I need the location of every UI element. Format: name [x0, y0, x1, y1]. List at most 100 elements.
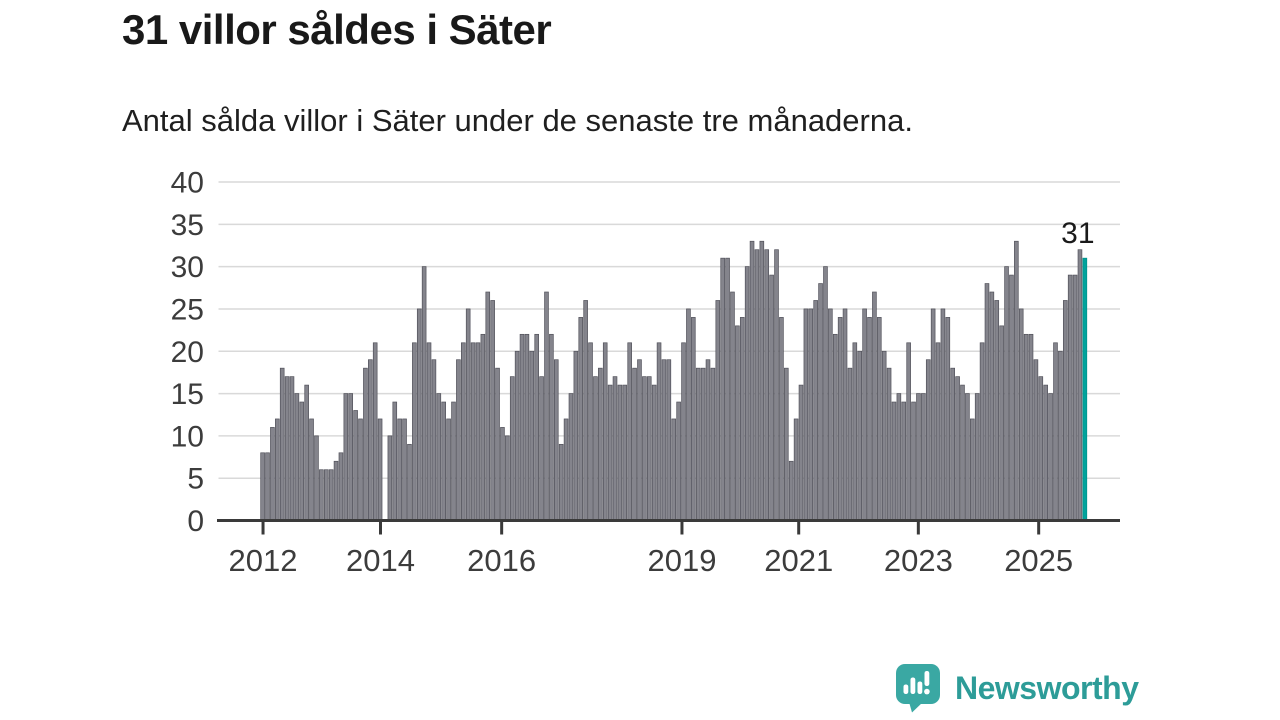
bar-highlight: [1082, 257, 1088, 521]
bar: [314, 435, 319, 521]
bar: [421, 266, 427, 521]
bar: [1043, 384, 1048, 521]
bar: [1023, 333, 1029, 521]
bar: [886, 367, 892, 521]
bar: [720, 257, 725, 521]
bar: [519, 333, 525, 521]
bar: [470, 342, 476, 521]
bar: [1053, 342, 1058, 521]
bar: [348, 393, 354, 521]
bar: [294, 393, 300, 521]
bar: [328, 469, 334, 521]
bar: [896, 393, 902, 521]
bar: [598, 367, 603, 521]
bar: [461, 342, 466, 521]
bar: [563, 418, 569, 521]
bar: [627, 342, 632, 521]
bar: [1072, 274, 1078, 521]
bar: [715, 300, 721, 521]
bar: [353, 410, 358, 521]
x-tick-label: 2019: [647, 543, 716, 578]
x-tick-label: 2025: [1004, 543, 1073, 578]
bar: [407, 443, 412, 521]
bar: [338, 452, 344, 521]
bar: [622, 384, 628, 521]
bar: [495, 367, 500, 521]
bar: [911, 401, 916, 521]
y-tick-label: 0: [187, 505, 204, 538]
bar: [583, 300, 588, 521]
bar: [284, 376, 290, 521]
y-tick-label: 20: [171, 336, 204, 369]
bar: [925, 359, 931, 521]
bar: [681, 342, 686, 521]
bar: [788, 460, 794, 521]
bar: [759, 240, 765, 521]
x-tick-label: 2023: [884, 543, 953, 578]
y-tick-label: 35: [171, 209, 204, 242]
bar: [877, 317, 882, 521]
x-tick-label: 2014: [346, 543, 415, 578]
bar: [842, 308, 848, 521]
bar: [544, 291, 549, 521]
y-tick-label: 10: [171, 420, 204, 453]
bar: [363, 367, 368, 521]
bar: [588, 342, 593, 521]
bar: [965, 393, 970, 521]
newsworthy-wordmark: Newsworthy: [955, 669, 1139, 706]
bar: [837, 317, 843, 521]
bar: [974, 393, 980, 521]
bar: [891, 401, 897, 521]
bar: [1077, 249, 1083, 521]
bar: [945, 317, 951, 521]
y-tick-label: 5: [187, 463, 204, 496]
bar: [661, 359, 667, 521]
bar: [270, 427, 275, 521]
bar: [695, 367, 701, 521]
bar: [916, 393, 921, 521]
bar: [818, 283, 823, 521]
bar: [646, 376, 652, 521]
bar: [1033, 359, 1039, 521]
bar: [402, 418, 407, 521]
bar: [642, 376, 647, 521]
bar: [862, 308, 867, 521]
bar: [387, 435, 393, 521]
bar: [857, 350, 863, 521]
bar: [426, 342, 432, 521]
bar: [392, 401, 398, 521]
bar: [813, 300, 818, 521]
bar: [735, 325, 740, 521]
bar: [1028, 333, 1034, 521]
bar: [744, 266, 750, 521]
bar: [872, 291, 877, 521]
bar: [637, 359, 642, 521]
bar: [524, 333, 530, 521]
y-tick-label: 25: [171, 293, 204, 326]
newsworthy-speech-bubble-chart-icon: [896, 664, 940, 713]
bar: [940, 308, 946, 521]
bar: [881, 350, 887, 521]
bar: [779, 317, 784, 521]
bar: [304, 384, 309, 521]
bar: [769, 274, 774, 521]
bar: [784, 367, 789, 521]
highlight-value-label: 31: [1061, 217, 1094, 250]
bar: [666, 359, 672, 521]
bar: [475, 342, 481, 521]
bar: [368, 359, 373, 521]
bar: [700, 367, 706, 521]
chart-subtitle: Antal sålda villor i Säter under de sena…: [122, 103, 913, 138]
bar: [930, 308, 936, 521]
bar: [549, 333, 554, 521]
newsworthy-logo: Newsworthy: [895, 663, 1139, 713]
x-tick-label: 2012: [229, 543, 298, 578]
y-tick-label: 30: [171, 251, 204, 284]
bar: [808, 308, 814, 521]
bar: [416, 308, 422, 521]
bar: [289, 376, 295, 521]
bar: [710, 367, 716, 521]
bar: [612, 376, 618, 521]
bar: [1018, 308, 1024, 521]
bar: [970, 418, 975, 521]
